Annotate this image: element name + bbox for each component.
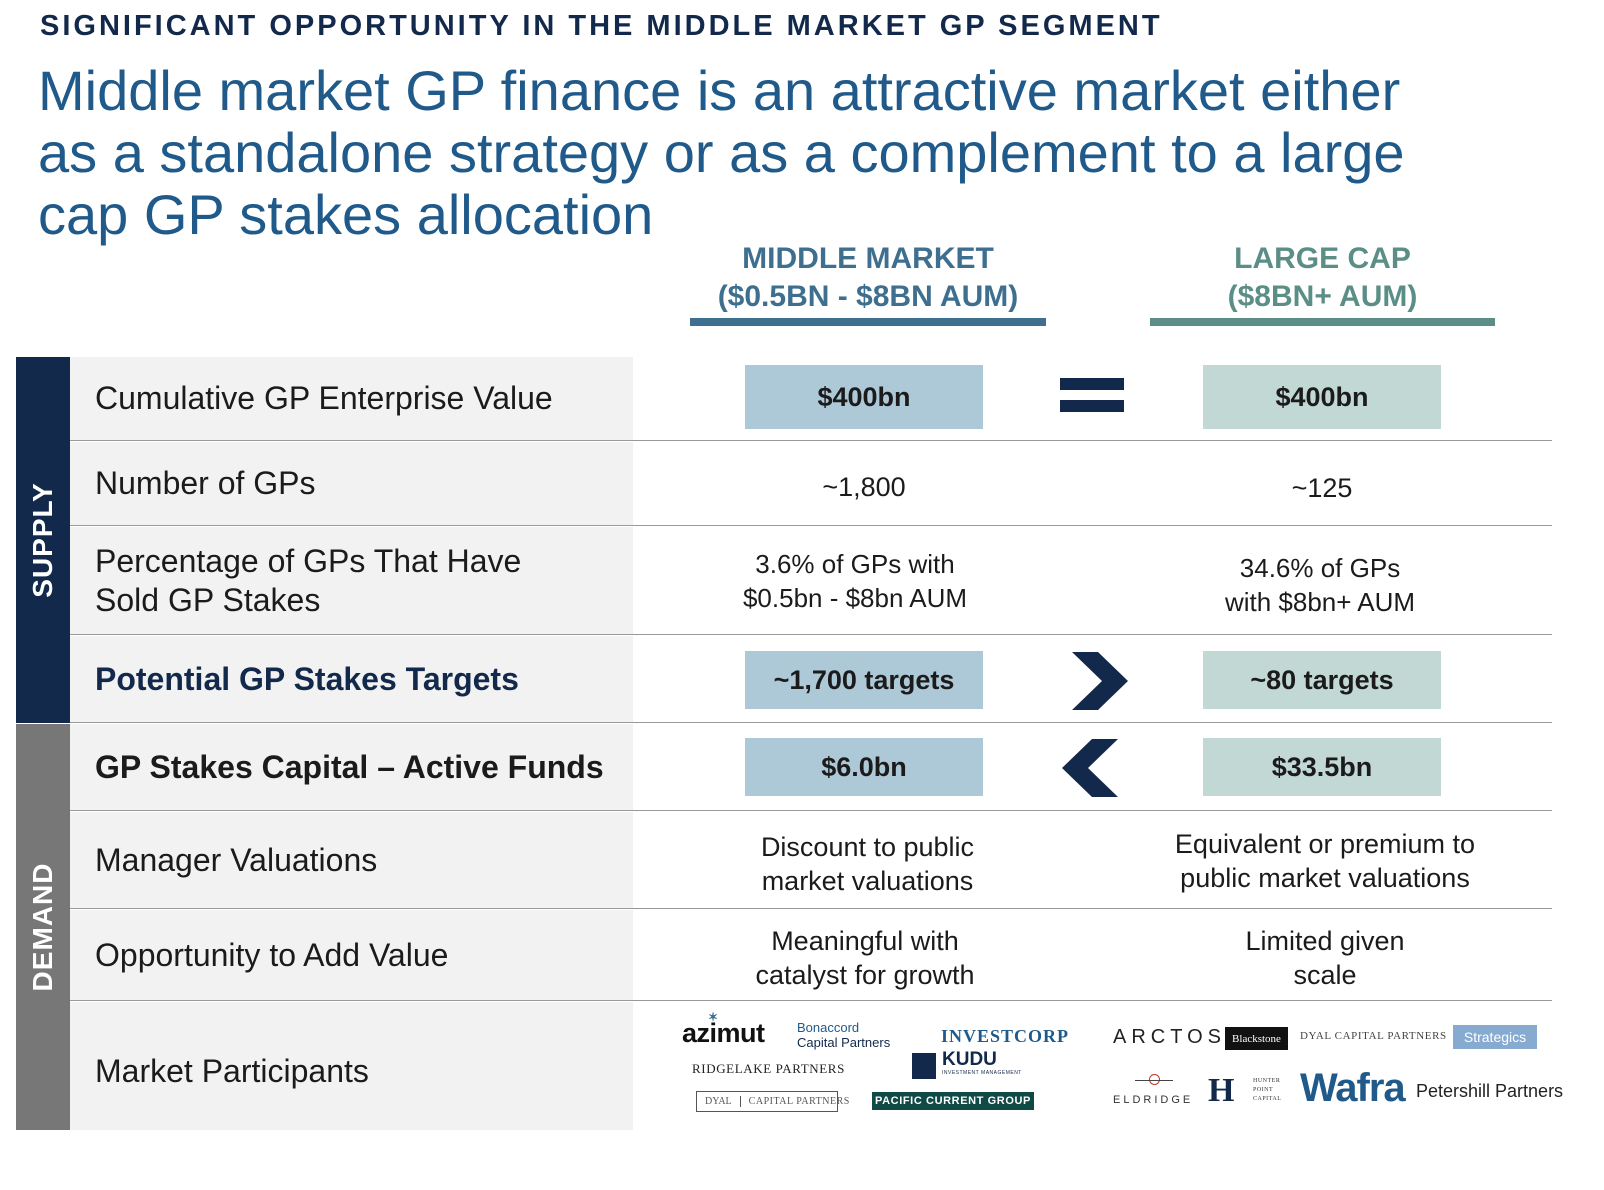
- lc-valuations-cell: Equivalent or premium to public market v…: [1135, 812, 1515, 910]
- eyebrow-title: SIGNIFICANT OPPORTUNITY IN THE MIDDLE MA…: [40, 10, 1163, 42]
- hunter-point-line3: CAPITAL: [1253, 1096, 1282, 1102]
- row-bg-add-value: [70, 910, 633, 1000]
- dyal-mm-logo-part2: CAPITAL PARTNERS: [748, 1096, 850, 1107]
- label-gp-stakes-capital: GP Stakes Capital – Active Funds: [95, 748, 604, 785]
- row-divider: [70, 908, 1552, 909]
- mm-percentage-cell: 3.6% of GPs with $0.5bn - $8bn AUM: [700, 527, 1010, 634]
- lc-valuations-line2: public market valuations: [1180, 863, 1470, 893]
- mm-valuations-line2: market valuations: [761, 866, 974, 896]
- mm-valuations-line1: Discount to public: [760, 832, 975, 862]
- kudu-logo-text: KUDU: [942, 1049, 997, 1070]
- dyal-mm-logo-part1: DYAL: [697, 1096, 741, 1107]
- investcorp-logo: INVESTCORP: [941, 1026, 1070, 1046]
- kudu-emblem-icon: [912, 1053, 936, 1079]
- lc-percentage-cell: 34.6% of GPs with $8bn+ AUM: [1165, 531, 1475, 638]
- kudu-logo-subtext: INVESTMENT MANAGEMENT: [942, 1070, 1022, 1076]
- lc-targets-box: ~80 targets: [1203, 651, 1441, 709]
- page-headline: Middle market GP finance is an attractiv…: [38, 59, 1405, 246]
- arctos-logo: ARCTOS: [1113, 1026, 1226, 1048]
- row-bg-pct: [70, 527, 633, 634]
- mm-percentage-line1: 3.6% of GPs with: [755, 548, 955, 579]
- hunter-point-line2: POINT: [1253, 1087, 1274, 1093]
- pacific-current-logo: PACIFIC CURRENT GROUP: [872, 1092, 1034, 1110]
- lc-add-value-cell: Limited given scale: [1165, 910, 1485, 1006]
- chevron-right-icon: [1072, 652, 1128, 710]
- lc-percentage-line1: 34.6% of GPs: [1239, 552, 1401, 583]
- row-divider: [70, 440, 1552, 441]
- label-percentage-line2: Sold GP Stakes: [95, 581, 321, 618]
- lc-number-of-gps: ~125: [1291, 473, 1353, 503]
- middle-market-header: MIDDLE MARKET ($0.5BN - $8BN AUM): [690, 240, 1046, 316]
- mm-targets-box: ~1,700 targets: [745, 651, 983, 709]
- bonaccord-logo-line2: Capital Partners: [797, 1035, 891, 1050]
- row-bg-ev: [70, 357, 633, 440]
- dyal-lc-logo: DYAL CAPITAL PARTNERS: [1300, 1030, 1447, 1042]
- lc-valuations-line1: Equivalent or premium to: [1174, 829, 1476, 859]
- eldridge-logo-text: ELDRIDGE: [1113, 1094, 1194, 1106]
- row-divider: [70, 810, 1552, 811]
- supply-label: SUPPLY: [27, 482, 58, 598]
- eldridge-emblem-line: [1135, 1080, 1173, 1081]
- eldridge-emblem-icon: [1149, 1074, 1160, 1085]
- label-cumulative-ev: Cumulative GP Enterprise Value: [95, 380, 553, 416]
- row-bg-num: [70, 442, 633, 525]
- bonaccord-logo: Bonaccord Capital Partners: [797, 1020, 890, 1050]
- label-potential-targets: Potential GP Stakes Targets: [95, 660, 519, 697]
- mm-percentage-line2: $0.5bn - $8bn AUM: [742, 582, 968, 613]
- label-opportunity-add-value: Opportunity to Add Value: [95, 936, 449, 973]
- mm-capital-box: $6.0bn: [745, 738, 983, 796]
- mm-add-value-line1: Meaningful with: [771, 926, 959, 956]
- mm-add-value-line2: catalyst for growth: [755, 960, 975, 990]
- row-bg-participants: [70, 1002, 633, 1130]
- dyal-mm-logo: DYAL CAPITAL PARTNERS: [696, 1091, 849, 1112]
- azimut-star-icon: ✶: [708, 1010, 718, 1024]
- label-manager-valuations: Manager Valuations: [95, 841, 378, 878]
- middle-market-header-line2: ($0.5BN - $8BN AUM): [717, 280, 1019, 313]
- strategics-badge: Strategics: [1453, 1025, 1537, 1049]
- blackstone-logo: Blackstone: [1225, 1027, 1288, 1050]
- large-cap-header-line2: ($8BN+ AUM): [1227, 280, 1418, 313]
- label-market-participants: Market Participants: [95, 1052, 369, 1089]
- row-divider: [70, 722, 1552, 723]
- azimut-logo: ✶ azimut: [682, 1010, 765, 1049]
- large-cap-header: LARGE CAP ($8BN+ AUM): [1150, 240, 1495, 316]
- lc-add-value-line1: Limited given: [1245, 926, 1405, 956]
- hunter-point-emblem-icon: H: [1208, 1072, 1235, 1109]
- equals-icon: [1060, 378, 1124, 412]
- large-cap-rule: [1150, 318, 1495, 326]
- demand-sidebar: DEMAND: [16, 724, 70, 1130]
- demand-label: DEMAND: [27, 862, 58, 992]
- row-divider: [70, 525, 1552, 526]
- wafra-logo: Wafra: [1300, 1066, 1406, 1110]
- petershill-logo: Petershill Partners: [1416, 1081, 1564, 1101]
- mm-number-of-gps: ~1,800: [822, 472, 906, 502]
- ridgelake-logo: RIDGELAKE PARTNERS: [692, 1061, 845, 1076]
- hunter-point-line1: HUNTER: [1253, 1078, 1281, 1084]
- lc-capital-box: $33.5bn: [1203, 738, 1441, 796]
- eldridge-logo: ELDRIDGE: [1113, 1072, 1195, 1110]
- row-bg-targets: [70, 636, 633, 722]
- label-percentage-sold: Percentage of GPs That Have Sold GP Stak…: [95, 527, 635, 634]
- row-bg-capital: [70, 724, 633, 810]
- middle-market-header-line1: MIDDLE MARKET: [742, 242, 994, 275]
- chevron-left-icon: [1062, 739, 1118, 797]
- row-divider: [70, 1000, 1552, 1001]
- mm-valuations-cell: Discount to public market valuations: [700, 812, 1035, 916]
- large-cap-header-line1: LARGE CAP: [1234, 242, 1411, 275]
- row-divider: [70, 634, 1552, 635]
- row-bg-valuations: [70, 812, 633, 908]
- azimut-logo-text: azimut: [682, 1018, 765, 1048]
- lc-add-value-line2: scale: [1293, 960, 1357, 990]
- label-percentage-line1: Percentage of GPs That Have: [95, 542, 522, 579]
- supply-sidebar: SUPPLY: [16, 357, 70, 723]
- hunter-point-logo-text: HUNTER POINT CAPITAL: [1253, 1077, 1281, 1104]
- mm-add-value-cell: Meaningful with catalyst for growth: [700, 910, 1030, 1006]
- mm-ev-box: $400bn: [745, 365, 983, 429]
- label-number-of-gps: Number of GPs: [95, 465, 316, 501]
- bonaccord-logo-line1: Bonaccord: [797, 1020, 860, 1035]
- lc-ev-box: $400bn: [1203, 365, 1441, 429]
- middle-market-rule: [690, 318, 1046, 326]
- lc-percentage-line2: with $8bn+ AUM: [1224, 586, 1416, 617]
